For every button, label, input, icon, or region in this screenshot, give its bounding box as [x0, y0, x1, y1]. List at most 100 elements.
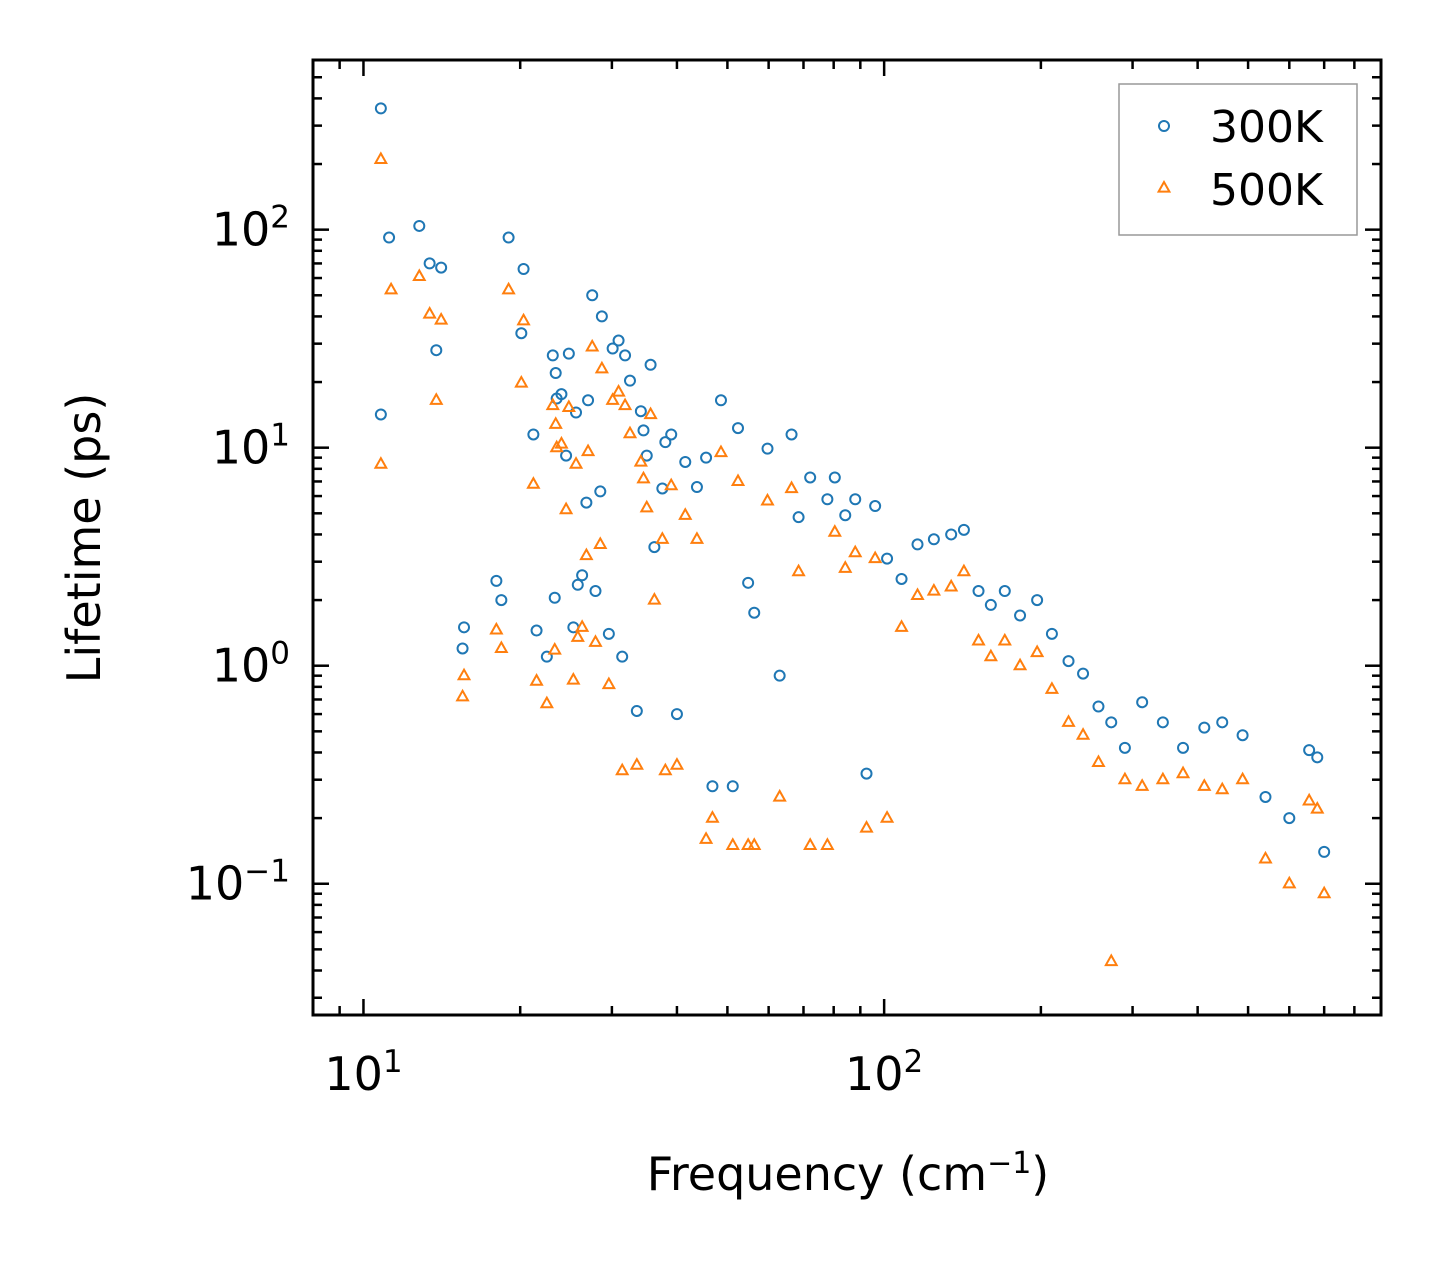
point-500k	[629, 757, 644, 770]
point-500k	[725, 837, 740, 850]
point-500k	[1282, 875, 1297, 889]
point-500k	[494, 640, 509, 654]
point-500k	[601, 676, 616, 690]
point-300k	[1118, 741, 1131, 754]
point-500k	[526, 476, 541, 489]
point-300k	[490, 574, 503, 587]
point-500k	[1197, 778, 1212, 791]
point-500k	[611, 383, 626, 397]
point-500k	[784, 480, 799, 494]
point-300k	[957, 523, 970, 536]
point-300k	[616, 650, 629, 663]
point-300k	[761, 442, 774, 455]
point-300k	[700, 451, 713, 464]
point-300k	[374, 102, 387, 115]
point-500k	[434, 311, 449, 325]
point-300k	[665, 428, 678, 441]
point-500k	[558, 501, 574, 515]
point-300k	[495, 594, 508, 607]
point-300k	[648, 541, 661, 554]
point-300k	[435, 261, 448, 274]
point-300k	[430, 344, 443, 357]
point-500k	[549, 439, 564, 453]
point-300k	[706, 780, 719, 793]
point-500k	[647, 592, 662, 605]
point-300k	[748, 606, 761, 619]
point-500k	[894, 619, 909, 632]
point-500k	[516, 312, 531, 326]
series-300K	[374, 102, 1331, 858]
point-300k	[742, 576, 755, 589]
point-500k	[1104, 953, 1119, 967]
point-300k	[1318, 845, 1331, 858]
point-500k	[803, 837, 818, 850]
point-500k	[730, 473, 746, 487]
point-300k	[548, 591, 561, 604]
point-300k	[839, 509, 852, 522]
point-300k	[1311, 751, 1324, 764]
point-500k	[1117, 771, 1133, 785]
point-500k	[664, 477, 679, 491]
point-300k	[413, 219, 426, 232]
point-300k	[1303, 744, 1316, 757]
point-500k	[412, 268, 427, 282]
x-axis-label-main: Frequency (cm	[647, 1147, 987, 1201]
legend: 300K 500K	[1118, 83, 1358, 236]
point-300k	[972, 585, 985, 598]
point-500k	[956, 563, 972, 577]
point-500k	[838, 560, 853, 573]
point-500k	[588, 634, 603, 647]
point-300k	[1062, 655, 1075, 668]
point-300k	[927, 533, 940, 546]
point-500k	[1030, 644, 1045, 658]
point-500k	[971, 632, 986, 646]
point-300k	[546, 349, 559, 362]
point-300k	[1177, 741, 1190, 754]
point-300k	[502, 231, 515, 244]
point-500k	[655, 531, 670, 544]
point-500k	[455, 688, 470, 702]
point-300k	[637, 424, 650, 437]
point-500k	[926, 583, 941, 596]
point-300k	[690, 481, 703, 494]
point-300k	[659, 436, 672, 449]
point-500k	[456, 667, 472, 681]
point-500k	[514, 374, 529, 388]
point-300k	[895, 572, 908, 585]
point-500k	[910, 587, 925, 601]
point-300k	[517, 263, 530, 276]
point-500k	[1175, 765, 1191, 779]
point-500k	[554, 435, 569, 449]
x-tick-label-1: 102	[845, 1044, 923, 1101]
point-300k	[606, 342, 619, 355]
x-axis-label-sup: −1	[987, 1146, 1031, 1181]
point-300k	[423, 257, 436, 270]
point-500k	[539, 695, 554, 709]
legend-marker-500k	[1156, 179, 1172, 193]
point-500k	[698, 831, 714, 844]
point-500k	[545, 397, 560, 411]
point-300k	[911, 538, 924, 551]
point-500k	[944, 578, 959, 592]
point-300k	[1259, 790, 1272, 803]
point-300k	[1236, 729, 1249, 742]
point-500k	[429, 392, 444, 405]
legend-box	[1118, 83, 1358, 236]
point-300k	[589, 585, 602, 598]
x-axis-label-suffix: )	[1031, 1147, 1049, 1201]
point-300k	[1198, 721, 1211, 734]
point-500k	[594, 360, 609, 374]
point-300k	[998, 585, 1011, 598]
point-300k	[1031, 594, 1044, 607]
point-300k	[869, 500, 882, 513]
point-500k	[1091, 754, 1106, 768]
point-500k	[1235, 771, 1250, 785]
point-500k	[827, 524, 842, 537]
point-500k	[580, 443, 596, 457]
point-500k	[643, 406, 658, 420]
point-300k	[530, 624, 543, 637]
legend-marker-300k	[1158, 120, 1170, 132]
point-300k	[576, 569, 589, 582]
point-500k	[593, 536, 608, 550]
